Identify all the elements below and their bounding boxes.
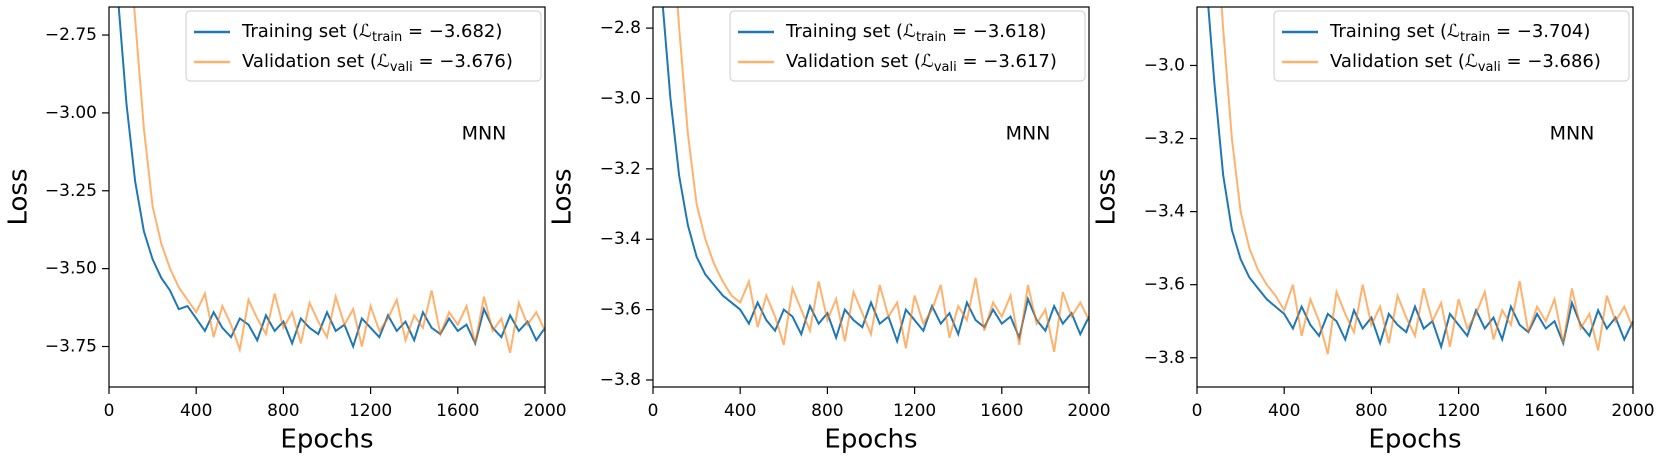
x-tick-label: 1200 bbox=[893, 401, 936, 421]
series-line bbox=[133, 7, 545, 354]
annotation: MNN bbox=[1550, 123, 1595, 145]
x-tick-label: 1600 bbox=[1524, 401, 1567, 421]
y-tick-label: −3.8 bbox=[1144, 348, 1185, 368]
legend-box bbox=[1273, 10, 1630, 82]
legend-suffix: = −3.682) bbox=[402, 21, 502, 42]
y-tick-label: −3.25 bbox=[45, 181, 97, 201]
y-tick-label: −3.6 bbox=[600, 300, 641, 320]
legend-label: Validation set (ℒvali = −3.676) bbox=[242, 51, 513, 75]
legend-subscript: train bbox=[372, 30, 402, 45]
y-tick-label: −3.00 bbox=[45, 103, 97, 123]
panel: −3.8 −3.6 −3.4 −3.2 −3.0 −2.8 0 400 800 1200 1600 2… bbox=[548, 6, 1111, 455]
legend-name: Training set (ℒ bbox=[1329, 21, 1460, 42]
legend-label: Training set (ℒtrain = −3.704) bbox=[1329, 21, 1590, 45]
plot-frame bbox=[108, 6, 546, 388]
x-tick-label: 800 bbox=[267, 401, 299, 421]
x-tick-label: 2000 bbox=[1067, 401, 1110, 421]
legend-label: Validation set (ℒvali = −3.686) bbox=[1330, 51, 1601, 75]
legend-box bbox=[729, 10, 1086, 82]
legend-label: Training set (ℒtrain = −3.618) bbox=[785, 21, 1046, 45]
plot-frame bbox=[652, 6, 1090, 388]
y-axis-label: Loss bbox=[548, 168, 578, 225]
legend-suffix: = −3.676) bbox=[413, 51, 513, 72]
legend-subscript: vali bbox=[934, 60, 957, 75]
y-tick-label: −2.8 bbox=[600, 18, 641, 38]
x-tick-label: 1200 bbox=[349, 401, 392, 421]
series-line bbox=[117, 7, 545, 350]
x-axis-label: Epochs bbox=[280, 425, 373, 455]
legend-subscript: vali bbox=[390, 60, 413, 75]
legend-subscript: train bbox=[916, 30, 946, 45]
legend-name: Validation set (ℒ bbox=[1330, 51, 1478, 72]
y-tick-label: −3.6 bbox=[1144, 275, 1185, 295]
legend-suffix: = −3.686) bbox=[1501, 51, 1601, 72]
x-axis-label: Epochs bbox=[1368, 425, 1461, 455]
series-line bbox=[1220, 7, 1633, 355]
x-axis-label: Epochs bbox=[824, 425, 917, 455]
panel: −3.8 −3.6 −3.4 −3.2 −3.0 0 400 800 1200 1600 2000 E… bbox=[1092, 6, 1655, 455]
panel: −3.75 −3.50 −3.25 −3.00 −2.75 0 400 800 1200 1600… bbox=[4, 6, 567, 455]
legend-name: Training set (ℒ bbox=[241, 21, 372, 42]
legend-suffix: = −3.618) bbox=[946, 21, 1046, 42]
x-tick-label: 800 bbox=[811, 401, 843, 421]
x-tick-label: 1600 bbox=[980, 401, 1023, 421]
legend-label: Validation set (ℒvali = −3.617) bbox=[786, 51, 1057, 75]
annotation: MNN bbox=[1006, 123, 1051, 145]
series-line bbox=[1207, 7, 1633, 351]
x-tick-label: 2000 bbox=[1611, 401, 1654, 421]
x-tick-label: 400 bbox=[180, 401, 212, 421]
x-tick-label: 400 bbox=[1268, 401, 1300, 421]
x-tick-label: 800 bbox=[1355, 401, 1387, 421]
y-axis-label: Loss bbox=[4, 168, 34, 225]
y-tick-label: −3.0 bbox=[1144, 55, 1185, 75]
x-tick-label: 400 bbox=[724, 401, 756, 421]
series-line bbox=[676, 7, 1089, 353]
annotation: MNN bbox=[462, 123, 507, 145]
y-tick-label: −3.2 bbox=[600, 159, 641, 179]
y-tick-label: −3.8 bbox=[600, 370, 641, 390]
legend-name: Validation set (ℒ bbox=[786, 51, 934, 72]
legend-name: Validation set (ℒ bbox=[242, 51, 390, 72]
y-tick-label: −3.4 bbox=[600, 229, 641, 249]
x-tick-label: 0 bbox=[648, 401, 659, 421]
plot-lines bbox=[661, 7, 1089, 353]
y-tick-label: −2.75 bbox=[45, 25, 97, 45]
legend-suffix: = −3.704) bbox=[1490, 21, 1590, 42]
y-tick-label: −3.4 bbox=[1144, 202, 1185, 222]
x-tick-label: 0 bbox=[1192, 401, 1203, 421]
legend-name: Training set (ℒ bbox=[785, 21, 916, 42]
y-axis-label: Loss bbox=[1092, 168, 1122, 225]
x-tick-label: 1600 bbox=[436, 401, 479, 421]
legend-suffix: = −3.617) bbox=[957, 51, 1057, 72]
y-tick-label: −3.75 bbox=[45, 337, 97, 357]
legend-subscript: train bbox=[1460, 30, 1490, 45]
legend-subscript: vali bbox=[1478, 60, 1501, 75]
plot-frame bbox=[1196, 6, 1634, 388]
x-tick-label: 0 bbox=[104, 401, 115, 421]
legend-box bbox=[185, 10, 542, 82]
plot-lines bbox=[117, 7, 545, 354]
y-tick-label: −3.50 bbox=[45, 259, 97, 279]
y-tick-label: −3.2 bbox=[1144, 129, 1185, 149]
y-tick-label: −3.0 bbox=[600, 88, 641, 108]
plot-lines bbox=[1207, 7, 1633, 355]
legend-label: Training set (ℒtrain = −3.682) bbox=[241, 21, 502, 45]
x-tick-label: 2000 bbox=[523, 401, 566, 421]
x-tick-label: 1200 bbox=[1437, 401, 1480, 421]
